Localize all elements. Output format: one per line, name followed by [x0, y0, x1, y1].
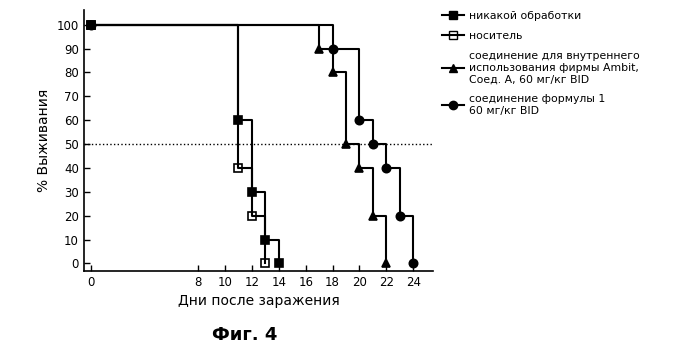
Y-axis label: % Выживания: % Выживания — [37, 89, 51, 192]
X-axis label: Дни после заражения: Дни после заражения — [178, 294, 340, 308]
Legend: никакой обработки, носитель, соединение для внутреннего
использования фирмы Ambi: никакой обработки, носитель, соединение … — [442, 11, 640, 116]
Text: Фиг. 4: Фиг. 4 — [212, 325, 278, 344]
